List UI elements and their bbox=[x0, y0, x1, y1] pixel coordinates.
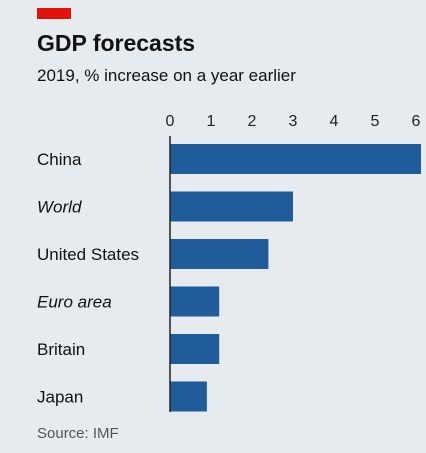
bar bbox=[170, 239, 269, 269]
x-tick-label: 3 bbox=[289, 113, 298, 130]
category-label: United States bbox=[37, 245, 139, 264]
bar bbox=[170, 144, 421, 174]
bar bbox=[170, 191, 293, 222]
category-label: Britain bbox=[37, 340, 85, 359]
x-tick-label: 2 bbox=[248, 113, 257, 130]
source-note: Source: IMF bbox=[37, 425, 119, 442]
bar bbox=[170, 381, 207, 412]
bar bbox=[170, 286, 220, 317]
accent-tag bbox=[37, 8, 71, 19]
x-tick-label: 0 bbox=[166, 113, 175, 130]
chart-subtitle: 2019, % increase on a year earlier bbox=[37, 66, 296, 85]
x-tick-label: 1 bbox=[207, 113, 216, 130]
x-tick-label: 5 bbox=[371, 113, 380, 130]
bar bbox=[170, 334, 220, 364]
chart-title: GDP forecasts bbox=[37, 30, 196, 56]
x-tick-label: 6 bbox=[412, 113, 421, 130]
category-label: China bbox=[37, 150, 82, 169]
x-tick-label: 4 bbox=[330, 113, 339, 130]
category-label: Japan bbox=[37, 388, 83, 407]
category-label: World bbox=[37, 198, 82, 217]
category-label: Euro area bbox=[37, 293, 112, 312]
